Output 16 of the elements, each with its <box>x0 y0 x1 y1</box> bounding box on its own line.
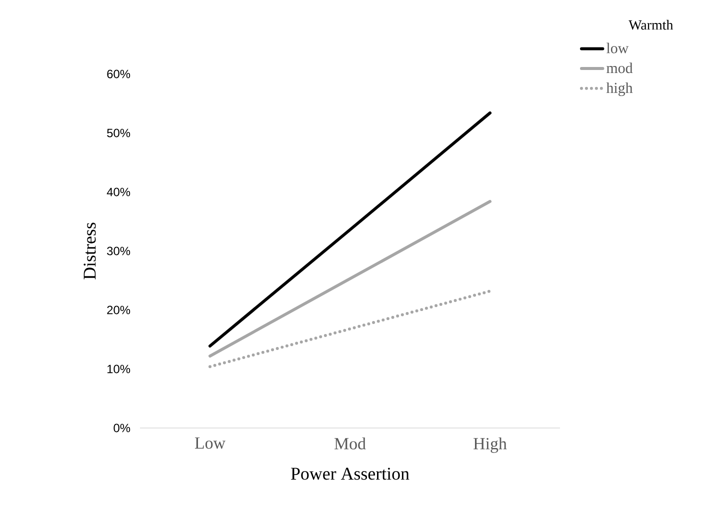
y-tick-label: 60% <box>107 70 130 78</box>
legend-label: mod <box>606 62 633 74</box>
y-tick-label: 10% <box>107 364 130 374</box>
y-tick-label: 30% <box>107 246 130 256</box>
legend-title: Warmth <box>628 20 674 30</box>
y-axis-title: Distress <box>84 222 96 280</box>
y-tick-label: 20% <box>107 306 130 314</box>
x-tick-label: High <box>474 438 507 453</box>
x-axis-title: Power Assertion <box>290 468 410 480</box>
legend-label: low <box>606 42 629 54</box>
y-tick-label: 50% <box>107 128 130 138</box>
y-tick-label: 40% <box>106 188 130 196</box>
x-tick-label: Low <box>194 437 226 449</box>
legend-label: high <box>606 82 633 96</box>
x-tick-label: Mod <box>334 438 366 450</box>
y-tick-label: 0% <box>114 424 130 432</box>
